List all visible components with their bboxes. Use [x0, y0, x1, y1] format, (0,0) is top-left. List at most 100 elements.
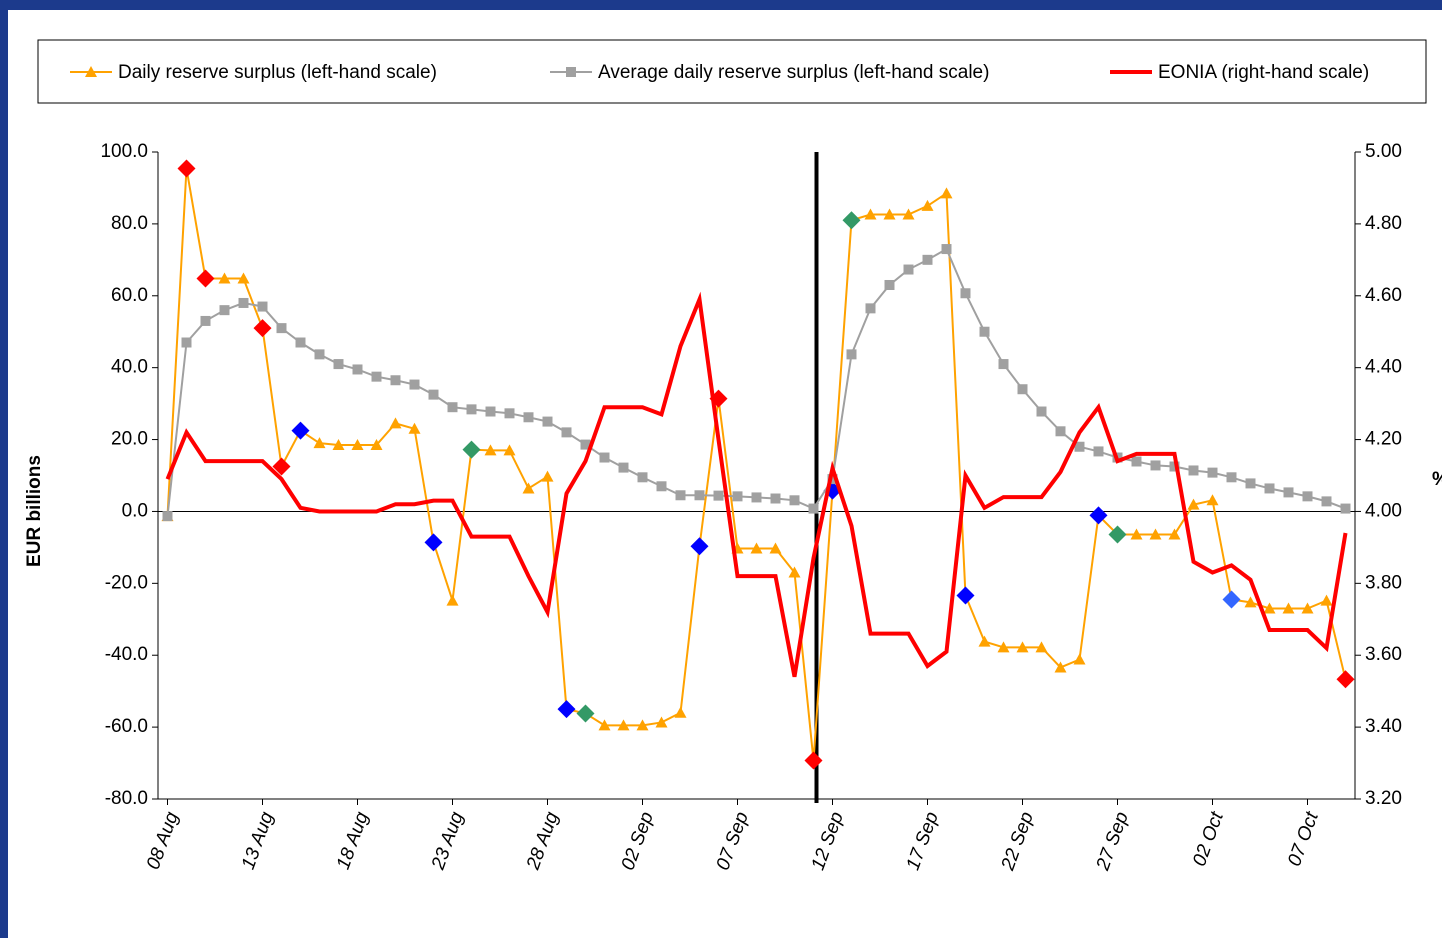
point-marker — [484, 444, 497, 456]
point-marker — [1093, 446, 1104, 457]
point-marker — [370, 438, 383, 450]
highlight-marker — [196, 269, 215, 288]
y2-tick-label: 4.00 — [1365, 500, 1402, 521]
point-marker — [333, 359, 344, 370]
point-marker — [238, 297, 249, 308]
point-marker — [902, 208, 915, 220]
point-marker — [1245, 478, 1256, 489]
point-marker — [978, 635, 991, 647]
point-marker — [1340, 503, 1351, 514]
highlight-marker — [177, 159, 196, 178]
point-marker — [655, 716, 668, 728]
y-tick-label: 60.0 — [111, 285, 148, 306]
y2-tick-label: 4.60 — [1365, 285, 1402, 306]
point-marker — [1188, 465, 1199, 476]
legend-box — [37, 39, 1427, 104]
point-marker — [770, 493, 781, 504]
point-marker — [446, 594, 459, 606]
point-marker — [580, 439, 591, 450]
y2-axis-label: % — [1432, 469, 1442, 490]
point-marker — [390, 375, 401, 386]
point-marker — [503, 444, 516, 456]
point-marker — [979, 326, 990, 337]
point-marker — [598, 719, 611, 731]
highlight-marker — [690, 537, 709, 556]
point-marker — [1017, 384, 1028, 395]
y-axis-label: EUR billions — [24, 455, 45, 567]
point-marker — [1207, 467, 1218, 478]
point-marker — [1282, 602, 1295, 614]
point-marker — [428, 389, 439, 400]
point-marker — [788, 566, 801, 578]
series-line — [165, 291, 1348, 678]
point-marker — [732, 491, 743, 502]
y2-tick-label: 4.20 — [1365, 429, 1402, 450]
point-marker — [1206, 494, 1219, 506]
highlight-marker — [272, 457, 291, 476]
point-marker — [1321, 496, 1332, 507]
point-marker — [485, 406, 496, 417]
point-marker — [1131, 456, 1142, 467]
y2-tick-label: 5.00 — [1365, 141, 1402, 162]
point-marker — [1149, 528, 1162, 540]
y2-tick-label: 4.80 — [1365, 213, 1402, 234]
point-marker — [922, 254, 933, 265]
highlight-marker — [1222, 590, 1241, 609]
point-marker — [504, 408, 515, 419]
y2-tick-label: 3.80 — [1365, 572, 1402, 593]
highlight-marker — [462, 440, 481, 459]
point-marker — [1302, 491, 1313, 502]
point-marker — [352, 364, 363, 375]
y2-tick-label: 3.40 — [1365, 716, 1402, 737]
y-tick-label: 80.0 — [111, 213, 148, 234]
y-tick-label: -40.0 — [105, 644, 148, 665]
point-marker — [1168, 528, 1181, 540]
point-marker — [1036, 406, 1047, 417]
point-marker — [466, 404, 477, 415]
point-marker — [1073, 653, 1086, 665]
point-marker — [883, 208, 896, 220]
point-marker — [618, 462, 629, 473]
point-marker — [674, 706, 687, 718]
point-marker — [1264, 483, 1275, 494]
point-marker — [1016, 641, 1029, 653]
legend-marker — [85, 66, 97, 77]
legend-label: EONIA (right-hand scale) — [1158, 62, 1369, 83]
point-marker — [1035, 641, 1048, 653]
point-marker — [351, 438, 364, 450]
point-marker — [864, 208, 877, 220]
point-marker — [295, 337, 306, 348]
point-marker — [219, 305, 230, 316]
point-marker — [332, 438, 345, 450]
highlight-marker — [1108, 525, 1127, 544]
point-marker — [1263, 602, 1276, 614]
point-marker — [1054, 661, 1067, 673]
point-marker — [218, 272, 231, 284]
point-marker — [561, 427, 572, 438]
y2-tick-label: 4.40 — [1365, 357, 1402, 378]
point-marker — [1301, 602, 1314, 614]
point-marker — [257, 301, 268, 312]
point-marker — [181, 337, 192, 348]
y-tick-label: 0.0 — [122, 500, 148, 521]
highlight-marker — [956, 586, 975, 605]
point-marker — [409, 379, 420, 390]
point-marker — [541, 470, 554, 482]
point-marker — [636, 719, 649, 731]
point-marker — [371, 371, 382, 382]
highlight-marker — [842, 211, 861, 230]
y2-tick-label: 3.20 — [1365, 788, 1402, 809]
point-marker — [941, 244, 952, 255]
point-marker — [276, 323, 287, 334]
point-marker — [542, 416, 553, 427]
point-marker — [921, 199, 934, 211]
point-marker — [1226, 472, 1237, 483]
point-marker — [617, 719, 630, 731]
point-marker — [1130, 528, 1143, 540]
y-tick-label: 100.0 — [100, 141, 148, 162]
point-marker — [846, 349, 857, 360]
point-marker — [408, 422, 421, 434]
y-tick-label: -20.0 — [105, 572, 148, 593]
